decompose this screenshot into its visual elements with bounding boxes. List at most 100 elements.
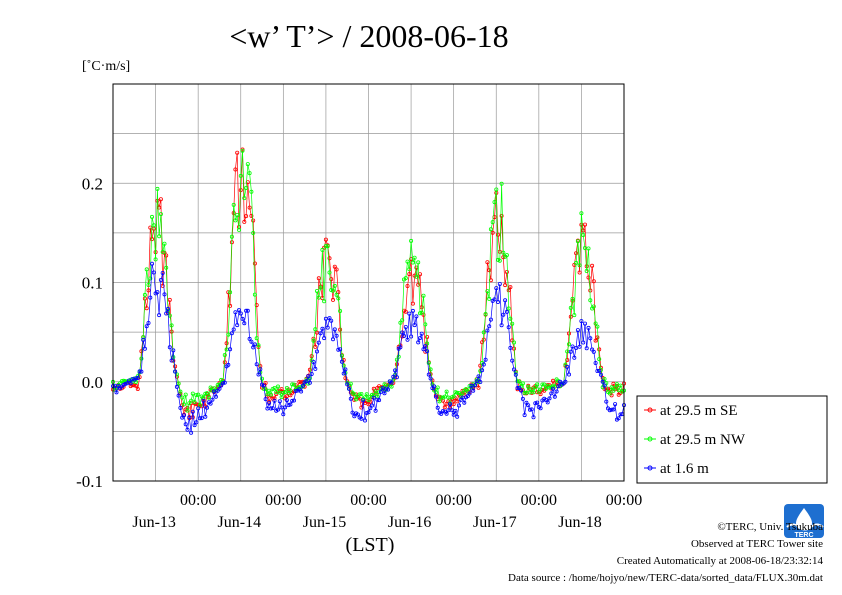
data-point [236,227,241,232]
data-point [341,371,346,376]
data-point [224,341,229,346]
data-point [481,330,486,335]
data-point [558,379,563,384]
data-point [231,202,236,207]
data-point [318,285,323,290]
data-point [369,392,374,397]
data-point [588,336,593,341]
data-point [343,376,348,381]
data-point [144,324,149,329]
data-point [588,298,593,303]
data-point [517,379,522,384]
copyright-text: ©TERC, Univ. Tsukuba [717,521,823,533]
data-point [373,408,378,413]
data-point [419,310,424,315]
data-point [256,372,261,377]
data-point [362,418,367,423]
data-point [410,308,415,313]
data-point [359,405,364,410]
data-point [222,360,227,365]
data-point [503,283,508,288]
data-point [405,337,410,342]
data-point [524,390,529,395]
data-point [217,386,222,391]
data-point [212,389,217,394]
data-point [299,389,304,394]
data-point [540,382,545,387]
data-point [425,341,430,346]
data-point [476,385,481,390]
data-point [322,336,327,341]
data-point [336,296,341,301]
data-point [394,357,399,362]
data-point [567,372,572,377]
data-point [157,313,162,318]
data-point [591,304,596,309]
data-point [570,344,575,349]
data-point [144,267,149,272]
data-point [354,397,359,402]
data-point [433,390,438,395]
data-point [604,399,609,404]
data-point [393,368,398,373]
data-point [584,346,589,351]
data-point [396,354,401,359]
data-point [515,385,520,390]
logo-drop-icon [796,508,812,530]
data-point [579,319,584,324]
data-point [385,383,390,388]
data-point [535,382,540,387]
data-point [359,416,364,421]
data-point [128,381,133,386]
data-point [329,318,334,323]
data-point [160,249,165,254]
data-point [272,398,277,403]
data-point [481,362,486,367]
data-point [338,308,343,313]
data-point [545,400,550,405]
data-point [196,392,201,397]
data-point [228,347,233,352]
data-point [316,295,321,300]
data-point [233,310,238,315]
x-tick-date-label: Jun-15 [303,514,347,531]
data-point [281,412,286,417]
data-point [242,196,247,201]
data-point [141,337,146,342]
data-point [291,398,296,403]
data-point [204,391,209,396]
data-point [174,384,179,389]
data-point [330,288,335,293]
series-layer [111,147,627,435]
data-point [407,272,412,277]
legend-label: at 29.5 m SE [660,403,738,419]
data-point [293,388,298,393]
data-point [583,321,588,326]
data-point [421,293,426,298]
data-point [338,347,343,352]
data-point [591,349,596,354]
data-point [313,327,318,332]
data-point [547,396,552,401]
x-tick-time-label: 00:00 [265,492,301,509]
data-point [320,326,325,331]
data-point [316,276,321,281]
x-tick-time-label: 00:00 [435,492,471,509]
data-point [567,342,572,347]
data-point [439,395,444,400]
data-point [139,349,144,354]
data-point [176,393,181,398]
data-point [495,232,500,237]
data-point [407,311,412,316]
data-point [164,311,169,316]
data-point [247,205,252,210]
legend-box [636,395,828,484]
data-point [385,387,390,392]
data-point [400,330,405,335]
data-point [314,349,319,354]
data-point [148,276,153,281]
data-point [501,255,506,260]
plot-frame [112,83,625,482]
x-tick-date-label: Jun-17 [473,514,517,531]
